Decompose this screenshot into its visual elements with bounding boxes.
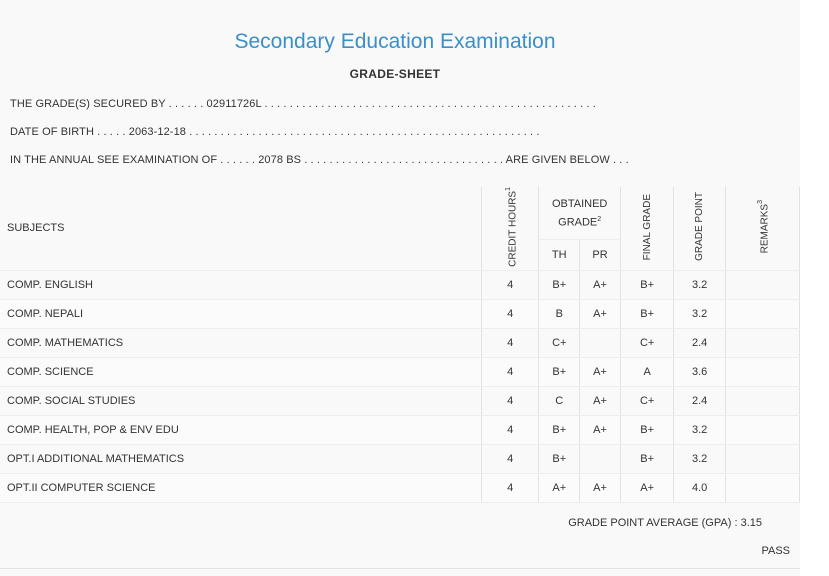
subject-name: COMP. SCIENCE [0,357,482,387]
th-grade: B [538,299,581,329]
table-row: COMP. ENGLISH 4 B+ A+ B+ 3.2 [0,270,801,300]
th-grade: B+ [538,357,581,387]
subject-name: OPT.I ADDITIONAL MATHEMATICS [0,444,482,474]
dob-dots: . . . . . . . . . . . . . . . . . . . . … [189,126,540,138]
final-grade: C+ [620,386,675,416]
grade-point: 4.0 [673,473,726,503]
grade-point: 3.6 [673,357,726,387]
subject-name: COMP. HEALTH, POP & ENV EDU [0,415,482,445]
final-grade: B+ [620,270,675,300]
grade-sheet-page: Secondary Education Examination GRADE-SH… [0,30,801,569]
secured-by-dots: . . . . . . . . . . . . . . . . . . . . … [264,98,596,110]
table-row: COMP. HEALTH, POP & ENV EDU 4 B+ A+ B+ 3… [0,415,801,445]
final-grade: B+ [620,444,675,474]
table-row: COMP. SCIENCE 4 B+ A+ A 3.6 [0,357,801,387]
remarks [725,415,801,445]
gpa-value: 3.15 [740,517,762,529]
header-obtained-grade: OBTAINED GRADE2 [538,187,621,241]
final-grade: C+ [620,328,675,358]
grade-point: 2.4 [673,328,726,358]
subject-name: COMP. ENGLISH [0,270,482,300]
pr-grade: A+ [579,357,621,387]
header-final-grade: FINAL GRADE [620,187,675,271]
credit-hours: 4 [481,357,540,387]
pr-grade: A+ [579,415,621,445]
pr-grade [579,328,621,358]
page-title: Secondary Education Examination [234,30,556,53]
header-remarks: REMARKS3 [725,187,801,271]
subject-name: COMP. NEPALI [0,299,482,329]
gpa-label: GRADE POINT AVERAGE (GPA) : [568,517,738,529]
table-row: OPT.I ADDITIONAL MATHEMATICS 4 B+ B+ 3.2 [0,444,801,474]
th-grade: B+ [538,415,581,445]
gpa-line: GRADE POINT AVERAGE (GPA) : 3.15 [568,517,762,529]
remarks [725,444,801,474]
secured-by-label: THE GRADE(S) SECURED BY . . . . . . [10,98,204,110]
final-grade: A+ [620,473,675,503]
remarks [725,473,801,503]
header-credit-hours: CREDIT HOURS1 [481,187,540,271]
table-row: COMP. MATHEMATICS 4 C+ C+ 2.4 [0,328,801,358]
remarks [725,328,801,358]
grade-point: 3.2 [673,415,726,445]
right-margin [800,0,829,576]
pr-grade [579,444,621,474]
credit-hours: 4 [481,386,540,416]
table-row: COMP. NEPALI 4 B A+ B+ 3.2 [0,299,801,329]
table-row: OPT.II COMPUTER SCIENCE 4 A+ A+ A+ 4.0 [0,473,801,503]
th-grade: C [538,386,581,416]
grade-point: 3.2 [673,299,726,329]
subject-name: OPT.II COMPUTER SCIENCE [0,473,482,503]
dob-value: 2063-12-18 [128,126,187,138]
grades-table: SUBJECTS CREDIT HOURS1 OBTAINED GRADE2 F… [0,187,801,503]
credit-hours: 4 [481,270,540,300]
final-grade: A [620,357,675,387]
credit-hours: 4 [481,328,540,358]
credit-hours: 4 [481,473,540,503]
credit-hours: 4 [481,444,540,474]
page-subtitle: GRADE-SHEET [349,67,441,81]
bottom-divider [0,568,800,569]
exam-line: IN THE ANNUAL SEE EXAMINATION OF . . . .… [10,154,629,166]
th-grade: B+ [538,444,581,474]
th-grade: B+ [538,270,581,300]
grade-point: 3.2 [673,444,726,474]
exam-year: 2078 BS [258,154,302,166]
pr-grade: A+ [579,270,621,300]
final-grade: B+ [620,299,675,329]
header-grade-point: GRADE POINT [673,187,726,271]
header-subjects: SUBJECTS [0,187,482,271]
th-grade: A+ [538,473,581,503]
remarks [725,270,801,300]
pr-grade: A+ [579,473,621,503]
symbol-number: 02911726L [206,98,262,110]
header-th: TH [538,239,581,271]
pr-grade: A+ [579,386,621,416]
pr-grade: A+ [579,299,621,329]
remarks [725,386,801,416]
table-row: COMP. SOCIAL STUDIES 4 C A+ C+ 2.4 [0,386,801,416]
remarks [725,357,801,387]
grade-point: 2.4 [673,386,726,416]
subject-name: COMP. SOCIAL STUDIES [0,386,482,416]
exam-label: IN THE ANNUAL SEE EXAMINATION OF . . . .… [10,154,256,166]
header-pr: PR [579,239,621,271]
dob-label: DATE OF BIRTH . . . . . [10,126,126,138]
secured-by-line: THE GRADE(S) SECURED BY . . . . . . 0291… [10,98,596,110]
credit-hours: 4 [481,299,540,329]
final-grade: B+ [620,415,675,445]
th-grade: C+ [538,328,581,358]
credit-hours: 4 [481,415,540,445]
remarks [725,299,801,329]
result-text: PASS [761,545,790,557]
grade-point: 3.2 [673,270,726,300]
dob-line: DATE OF BIRTH . . . . . 2063-12-18 . . .… [10,126,540,138]
subject-name: COMP. MATHEMATICS [0,328,482,358]
exam-dots: . . . . . . . . . . . . . . . . . . . . … [304,154,629,166]
